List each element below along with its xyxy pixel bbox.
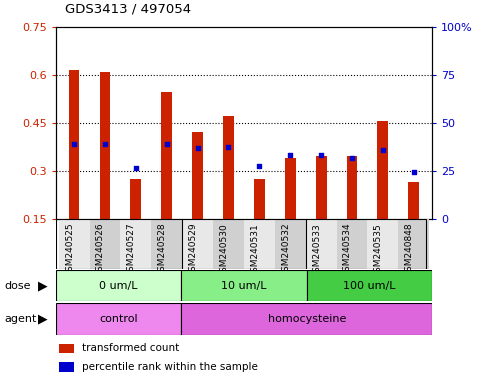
Text: GSM240525: GSM240525 <box>65 223 74 278</box>
Bar <box>306 219 337 269</box>
Text: GSM240527: GSM240527 <box>127 223 136 278</box>
Text: GSM240531: GSM240531 <box>250 223 259 278</box>
Bar <box>182 219 213 269</box>
Text: ▶: ▶ <box>38 313 47 326</box>
Point <box>256 163 263 169</box>
Bar <box>130 179 141 219</box>
Text: control: control <box>99 314 138 324</box>
Point <box>286 152 294 158</box>
Bar <box>59 362 74 372</box>
Point <box>348 155 356 161</box>
Bar <box>181 270 307 301</box>
Bar <box>254 179 265 219</box>
Bar <box>56 303 181 335</box>
Text: GSM240532: GSM240532 <box>281 223 290 278</box>
Text: 0 um/L: 0 um/L <box>99 281 138 291</box>
Bar <box>181 303 432 335</box>
Point <box>410 169 418 175</box>
Bar <box>398 219 429 269</box>
Point <box>379 147 387 153</box>
Bar <box>213 219 244 269</box>
Text: GSM240529: GSM240529 <box>188 223 198 278</box>
Point <box>225 144 232 150</box>
Bar <box>285 158 296 219</box>
Text: GSM240535: GSM240535 <box>374 223 383 278</box>
Bar <box>223 116 234 219</box>
Bar <box>120 219 151 269</box>
Text: GSM240526: GSM240526 <box>96 223 105 278</box>
Bar <box>275 219 306 269</box>
Text: ▶: ▶ <box>38 279 47 292</box>
Bar <box>307 270 432 301</box>
Bar <box>161 93 172 219</box>
Text: transformed count: transformed count <box>82 343 179 354</box>
Point <box>101 141 109 147</box>
Text: agent: agent <box>5 314 37 324</box>
Text: GSM240534: GSM240534 <box>343 223 352 278</box>
Bar <box>151 219 182 269</box>
Text: GSM240533: GSM240533 <box>312 223 321 278</box>
Bar <box>337 219 368 269</box>
Text: dose: dose <box>5 281 31 291</box>
Bar <box>244 219 275 269</box>
Bar <box>408 182 419 219</box>
Bar <box>56 270 181 301</box>
Point <box>70 141 78 147</box>
Text: 100 um/L: 100 um/L <box>343 281 396 291</box>
Text: GDS3413 / 497054: GDS3413 / 497054 <box>65 2 191 15</box>
Text: 10 um/L: 10 um/L <box>221 281 267 291</box>
Bar <box>99 72 110 219</box>
Bar <box>58 219 89 269</box>
Point <box>317 152 325 158</box>
Bar <box>89 219 120 269</box>
Text: percentile rank within the sample: percentile rank within the sample <box>82 362 258 372</box>
Bar <box>378 121 388 219</box>
Point <box>194 146 201 152</box>
Bar <box>69 70 80 219</box>
Point <box>132 165 140 171</box>
Text: GSM240530: GSM240530 <box>219 223 228 278</box>
Text: homocysteine: homocysteine <box>268 314 346 324</box>
Bar <box>316 157 327 219</box>
Text: GSM240528: GSM240528 <box>158 223 167 278</box>
Point <box>163 141 170 147</box>
Bar <box>192 132 203 219</box>
Bar <box>347 157 357 219</box>
Bar <box>368 219 398 269</box>
Text: GSM240848: GSM240848 <box>405 223 414 278</box>
Bar <box>59 344 74 353</box>
